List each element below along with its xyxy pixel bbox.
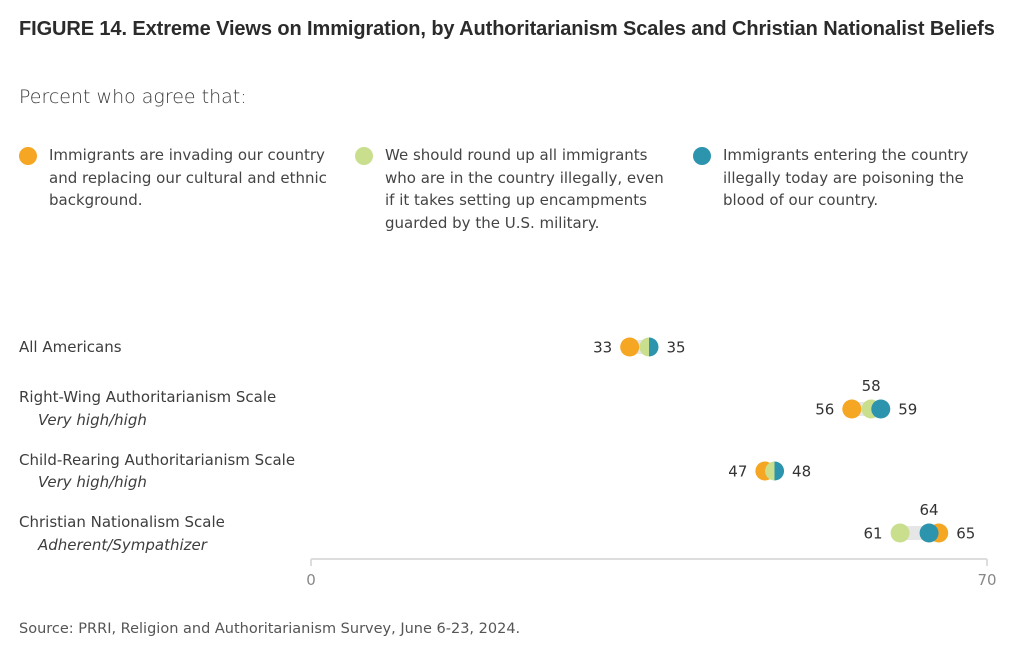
dot-poisoning — [871, 399, 891, 419]
legend-label-poisoning: Immigrants entering the country illegall… — [723, 146, 969, 209]
row-label-cra: Child-Rearing Authoritarianism Scale — [19, 451, 296, 469]
row-sublabel-cra: Very high/high — [38, 473, 147, 491]
dot-invading — [620, 337, 640, 357]
dot-poisoning — [774, 461, 785, 481]
chart-title: FIGURE 14. Extreme Views on Immigration,… — [19, 18, 995, 40]
data-label: 33 — [593, 339, 612, 357]
legend-dot-poisoning-icon — [693, 147, 711, 165]
data-label: 56 — [815, 401, 834, 419]
dot-roundup — [890, 523, 910, 543]
data-label: 48 — [792, 463, 811, 481]
dot-poisoning — [919, 523, 939, 543]
data-label: 65 — [956, 525, 975, 543]
data-label: 35 — [667, 339, 686, 357]
x-tick-label-0: 0 — [306, 571, 316, 589]
dot-poisoning — [649, 337, 659, 357]
chart-subtitle: Percent who agree that: — [19, 86, 247, 108]
source-note: Source: PRRI, Religion and Authoritarian… — [19, 621, 521, 637]
data-label: 61 — [863, 525, 882, 543]
legend-item-invading: Immigrants are invading our country and … — [19, 144, 334, 212]
x-tick-label-70: 70 — [977, 571, 996, 589]
data-label: 47 — [728, 463, 747, 481]
legend-dot-roundup-icon — [355, 147, 373, 165]
legend-item-poisoning: Immigrants entering the country illegall… — [693, 144, 1008, 212]
data-label: 64 — [920, 501, 939, 519]
legend-label-roundup: We should round up all immigrants who ar… — [385, 146, 664, 232]
data-label: 59 — [898, 401, 917, 419]
dot-roundup — [765, 461, 775, 481]
row-label-all-americans: All Americans — [19, 338, 122, 356]
legend-label-invading: Immigrants are invading our country and … — [49, 146, 327, 209]
row-sublabel-rwa: Very high/high — [38, 411, 147, 429]
data-label: 58 — [862, 377, 881, 395]
legend-item-roundup: We should round up all immigrants who ar… — [355, 144, 675, 234]
row-label-christian-nationalism: Christian Nationalism Scale — [19, 513, 225, 531]
dot-invading — [842, 399, 862, 419]
row-label-rwa: Right-Wing Authoritarianism Scale — [19, 388, 277, 406]
dot-roundup — [639, 337, 649, 357]
row-sublabel-christian-nationalism: Adherent/Sympathizer — [38, 536, 207, 554]
legend-dot-invading-icon — [19, 147, 37, 165]
